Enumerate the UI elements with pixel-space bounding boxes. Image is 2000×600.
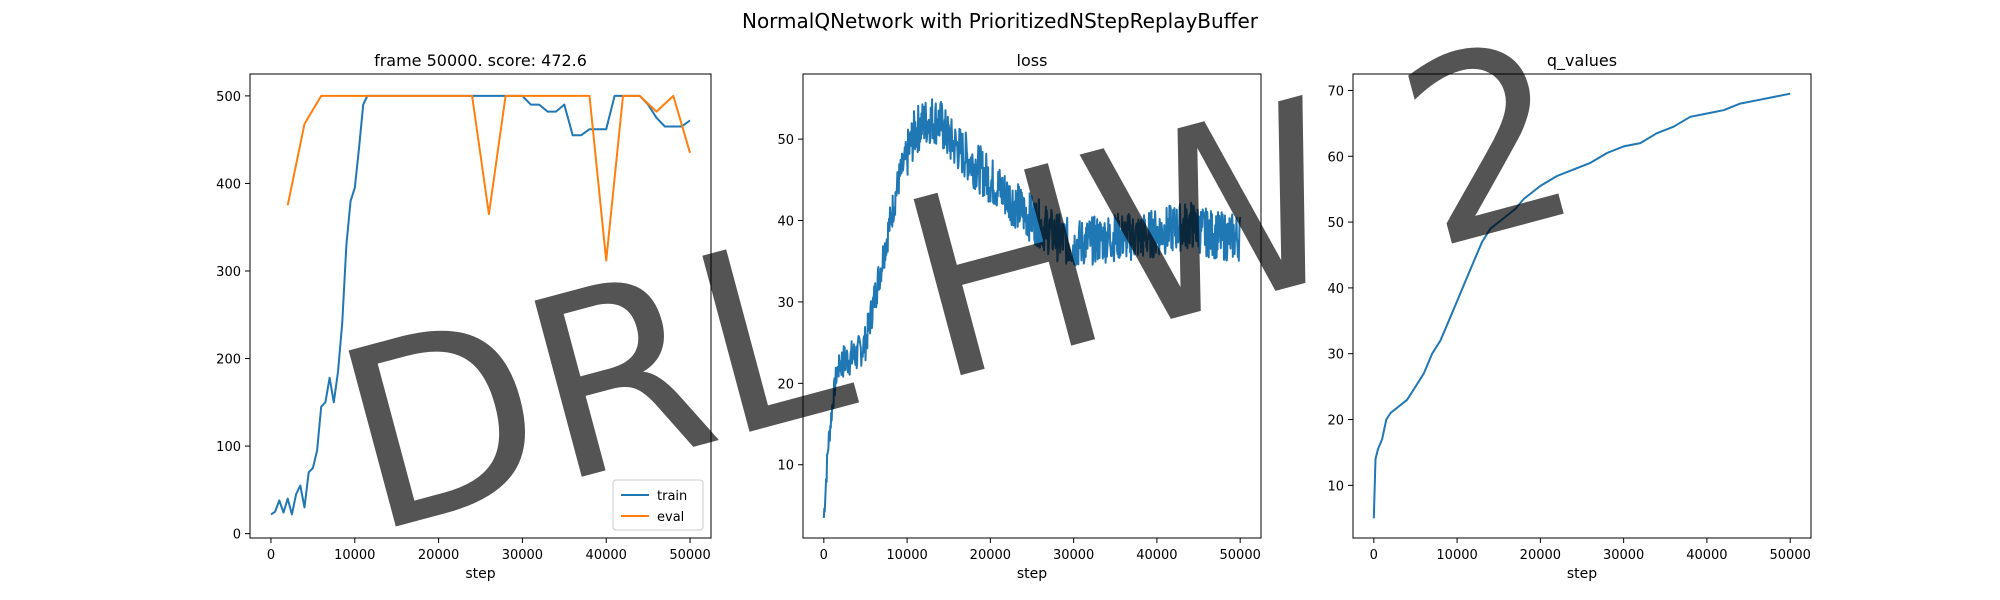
x-tick-label: 20000 <box>1520 548 1561 563</box>
x-tick-label: 30000 <box>1053 548 1094 563</box>
y-tick-label: 500 <box>216 90 241 105</box>
y-tick-label: 20 <box>777 377 794 392</box>
y-tick-label: 40 <box>1327 282 1344 297</box>
watermark: DRL HW 2 <box>312 0 1603 590</box>
x-axis-label: step <box>465 566 495 582</box>
y-tick-label: 300 <box>216 265 241 280</box>
y-tick-label: 40 <box>777 215 794 230</box>
y-tick-label: 30 <box>1327 348 1344 363</box>
axes-frame <box>1352 73 1812 539</box>
y-tick-label: 10 <box>777 459 794 474</box>
x-tick-label: 10000 <box>334 548 375 563</box>
subplot-score: frame 50000. score: 472.60 10000 20000 3000… <box>216 51 712 582</box>
y-tick-label: 30 <box>777 296 794 311</box>
x-tick-label: 10000 <box>886 548 927 563</box>
x-axis-label: step <box>1017 566 1047 582</box>
x-tick-label: 40000 <box>1136 548 1177 563</box>
x-tick-label: 20000 <box>970 548 1011 563</box>
subplot-title: loss <box>1017 51 1048 70</box>
x-axis-label: step <box>1567 566 1597 582</box>
legend-label-eval: eval <box>657 510 684 525</box>
x-tick-label: 20000 <box>418 548 459 563</box>
x-tick-label: 10000 <box>1436 548 1477 563</box>
y-tick-label: 0 <box>233 528 241 543</box>
subplot-loss: loss 0 10000 20000 30000 40000 50000 10 20 30 40 50… <box>777 51 1262 582</box>
axes-frame <box>802 73 1262 539</box>
legend: train eval <box>612 479 704 531</box>
y-tick-label: 50 <box>1327 216 1344 231</box>
axes-frame <box>249 73 712 539</box>
x-tick-label: 0 <box>820 548 828 563</box>
x-tick-label: 50000 <box>1220 548 1261 563</box>
x-tick-label: 30000 <box>1603 548 1644 563</box>
series-line-series-0 <box>822 98 1242 518</box>
y-tick-label: 400 <box>216 177 241 192</box>
x-tick-label: 40000 <box>1686 548 1727 563</box>
x-tick-label: 30000 <box>502 548 543 563</box>
x-tick-label: 0 <box>267 548 275 563</box>
y-tick-label: 200 <box>216 353 241 368</box>
legend-box <box>612 479 704 531</box>
x-tick-label: 50000 <box>669 548 710 563</box>
x-tick-label: 0 <box>1370 548 1378 563</box>
x-tick-label: 40000 <box>586 548 627 563</box>
series-line-series-0 <box>1372 92 1791 519</box>
y-tick-label: 100 <box>216 440 241 455</box>
y-tick-label: 60 <box>1327 150 1344 165</box>
suptitle: NormalQNetwork with PrioritizedNStepRepl… <box>742 9 1259 33</box>
subplot-title: q_values <box>1547 51 1617 71</box>
subplot-title: frame 50000. score: 472.6 <box>374 51 587 70</box>
y-tick-label: 50 <box>777 133 794 148</box>
legend-label-train: train <box>657 489 687 504</box>
y-tick-label: 10 <box>1327 479 1344 494</box>
series-line-eval <box>286 94 691 262</box>
y-tick-label: 20 <box>1327 414 1344 429</box>
subplot-q-values: q_values 0 10000 20000 30000 40000 50000 10 20 30… <box>1327 51 1812 582</box>
y-tick-label: 70 <box>1327 84 1344 99</box>
x-tick-label: 50000 <box>1770 548 1811 563</box>
